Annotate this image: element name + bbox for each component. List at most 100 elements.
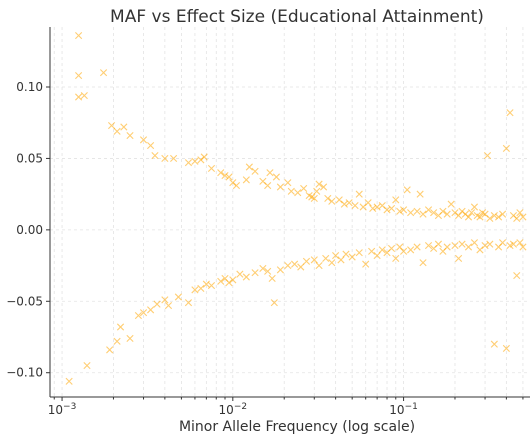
data-point: [455, 211, 463, 220]
data-point: [392, 254, 400, 263]
data-point: [328, 259, 336, 267]
data-point: [519, 213, 527, 221]
data-point: [458, 240, 466, 248]
data-point: [264, 267, 272, 275]
data-point: [407, 209, 415, 217]
axes: [49, 27, 530, 398]
data-point: [490, 211, 498, 220]
data-point: [464, 243, 473, 251]
data-point: [362, 260, 370, 268]
x-tick-label: 10−1: [389, 402, 418, 417]
data-point: [268, 274, 276, 283]
data-point: [322, 254, 330, 263]
data-point: [502, 344, 510, 353]
data-point: [80, 91, 88, 100]
x-tick-exponent: −1: [405, 402, 418, 412]
x-axis-label: Minor Allele Frequency (log scale): [179, 419, 415, 435]
data-point: [315, 180, 323, 188]
data-point: [476, 213, 484, 221]
data-point: [451, 241, 459, 250]
data-point: [300, 184, 308, 193]
y-tick-label: 0.05: [16, 151, 43, 165]
data-point: [310, 194, 318, 203]
data-point: [294, 189, 302, 197]
data-point: [139, 136, 148, 144]
data-point: [443, 243, 451, 251]
data-point: [113, 127, 121, 135]
data-point: [151, 151, 159, 160]
data-point: [396, 207, 404, 215]
data-point: [75, 93, 83, 101]
data-point: [348, 253, 356, 261]
y-tick-label: −0.10: [6, 366, 43, 380]
data-point: [319, 183, 328, 191]
data-point: [310, 256, 318, 264]
data-point: [340, 200, 348, 208]
data-point: [236, 270, 244, 278]
data-point: [174, 293, 182, 301]
data-point: [315, 261, 323, 270]
data-point: [217, 169, 225, 177]
data-point: [324, 194, 332, 203]
data-point: [242, 273, 250, 281]
data-point: [373, 203, 381, 211]
data-point: [424, 241, 433, 250]
data-point: [191, 157, 199, 165]
data-point: [107, 121, 116, 130]
data-point: [126, 131, 134, 140]
data-point: [516, 239, 524, 247]
data-point: [245, 163, 253, 171]
data-point: [464, 213, 473, 221]
data-point: [297, 263, 305, 271]
data-point: [476, 246, 484, 254]
x-tick-exponent: −3: [63, 402, 76, 412]
data-point: [419, 210, 427, 218]
data-point: [191, 286, 199, 294]
y-tick-label: 0.00: [16, 223, 43, 237]
data-point: [266, 169, 274, 177]
data-point: [153, 300, 161, 308]
data-point: [207, 164, 216, 173]
data-point: [161, 154, 169, 163]
data-point: [197, 284, 205, 293]
data-point: [355, 190, 363, 198]
data-point: [217, 277, 225, 285]
data-point: [200, 153, 208, 161]
grid-lines: [50, 27, 530, 397]
data-point: [134, 311, 142, 320]
data-point: [276, 266, 285, 274]
x-tick-label: 10−3: [48, 402, 77, 417]
data-point: [207, 281, 216, 290]
y-tick-label: 0.10: [16, 80, 43, 94]
data-point: [106, 346, 114, 354]
data-point: [494, 213, 503, 221]
data-point: [470, 203, 479, 211]
data-point: [419, 259, 427, 267]
scatter-points: [65, 31, 527, 385]
data-point: [225, 173, 233, 181]
data-point: [251, 269, 259, 277]
data-point: [399, 247, 408, 255]
data-point: [399, 206, 408, 214]
data-point: [229, 276, 237, 284]
data-point: [164, 301, 173, 310]
data-point: [455, 254, 463, 263]
data-point: [342, 250, 350, 258]
x-tick-exponent: −2: [234, 402, 247, 412]
data-point: [139, 309, 148, 317]
data-point: [75, 31, 83, 40]
data-point: [373, 251, 381, 260]
y-tick-label: −0.05: [6, 294, 43, 308]
data-point: [328, 197, 336, 205]
data-point: [284, 179, 292, 187]
data-point: [147, 141, 155, 150]
data-point: [387, 204, 396, 213]
data-point: [486, 214, 494, 223]
data-point: [270, 299, 278, 307]
data-point: [120, 123, 128, 131]
data-point: [424, 206, 433, 214]
chart-title: MAF vs Effect Size (Educational Attainme…: [110, 7, 484, 27]
data-point: [439, 207, 447, 215]
y-ticks: 0.10 0.05 0.00 −0.05 −0.10: [6, 80, 50, 380]
